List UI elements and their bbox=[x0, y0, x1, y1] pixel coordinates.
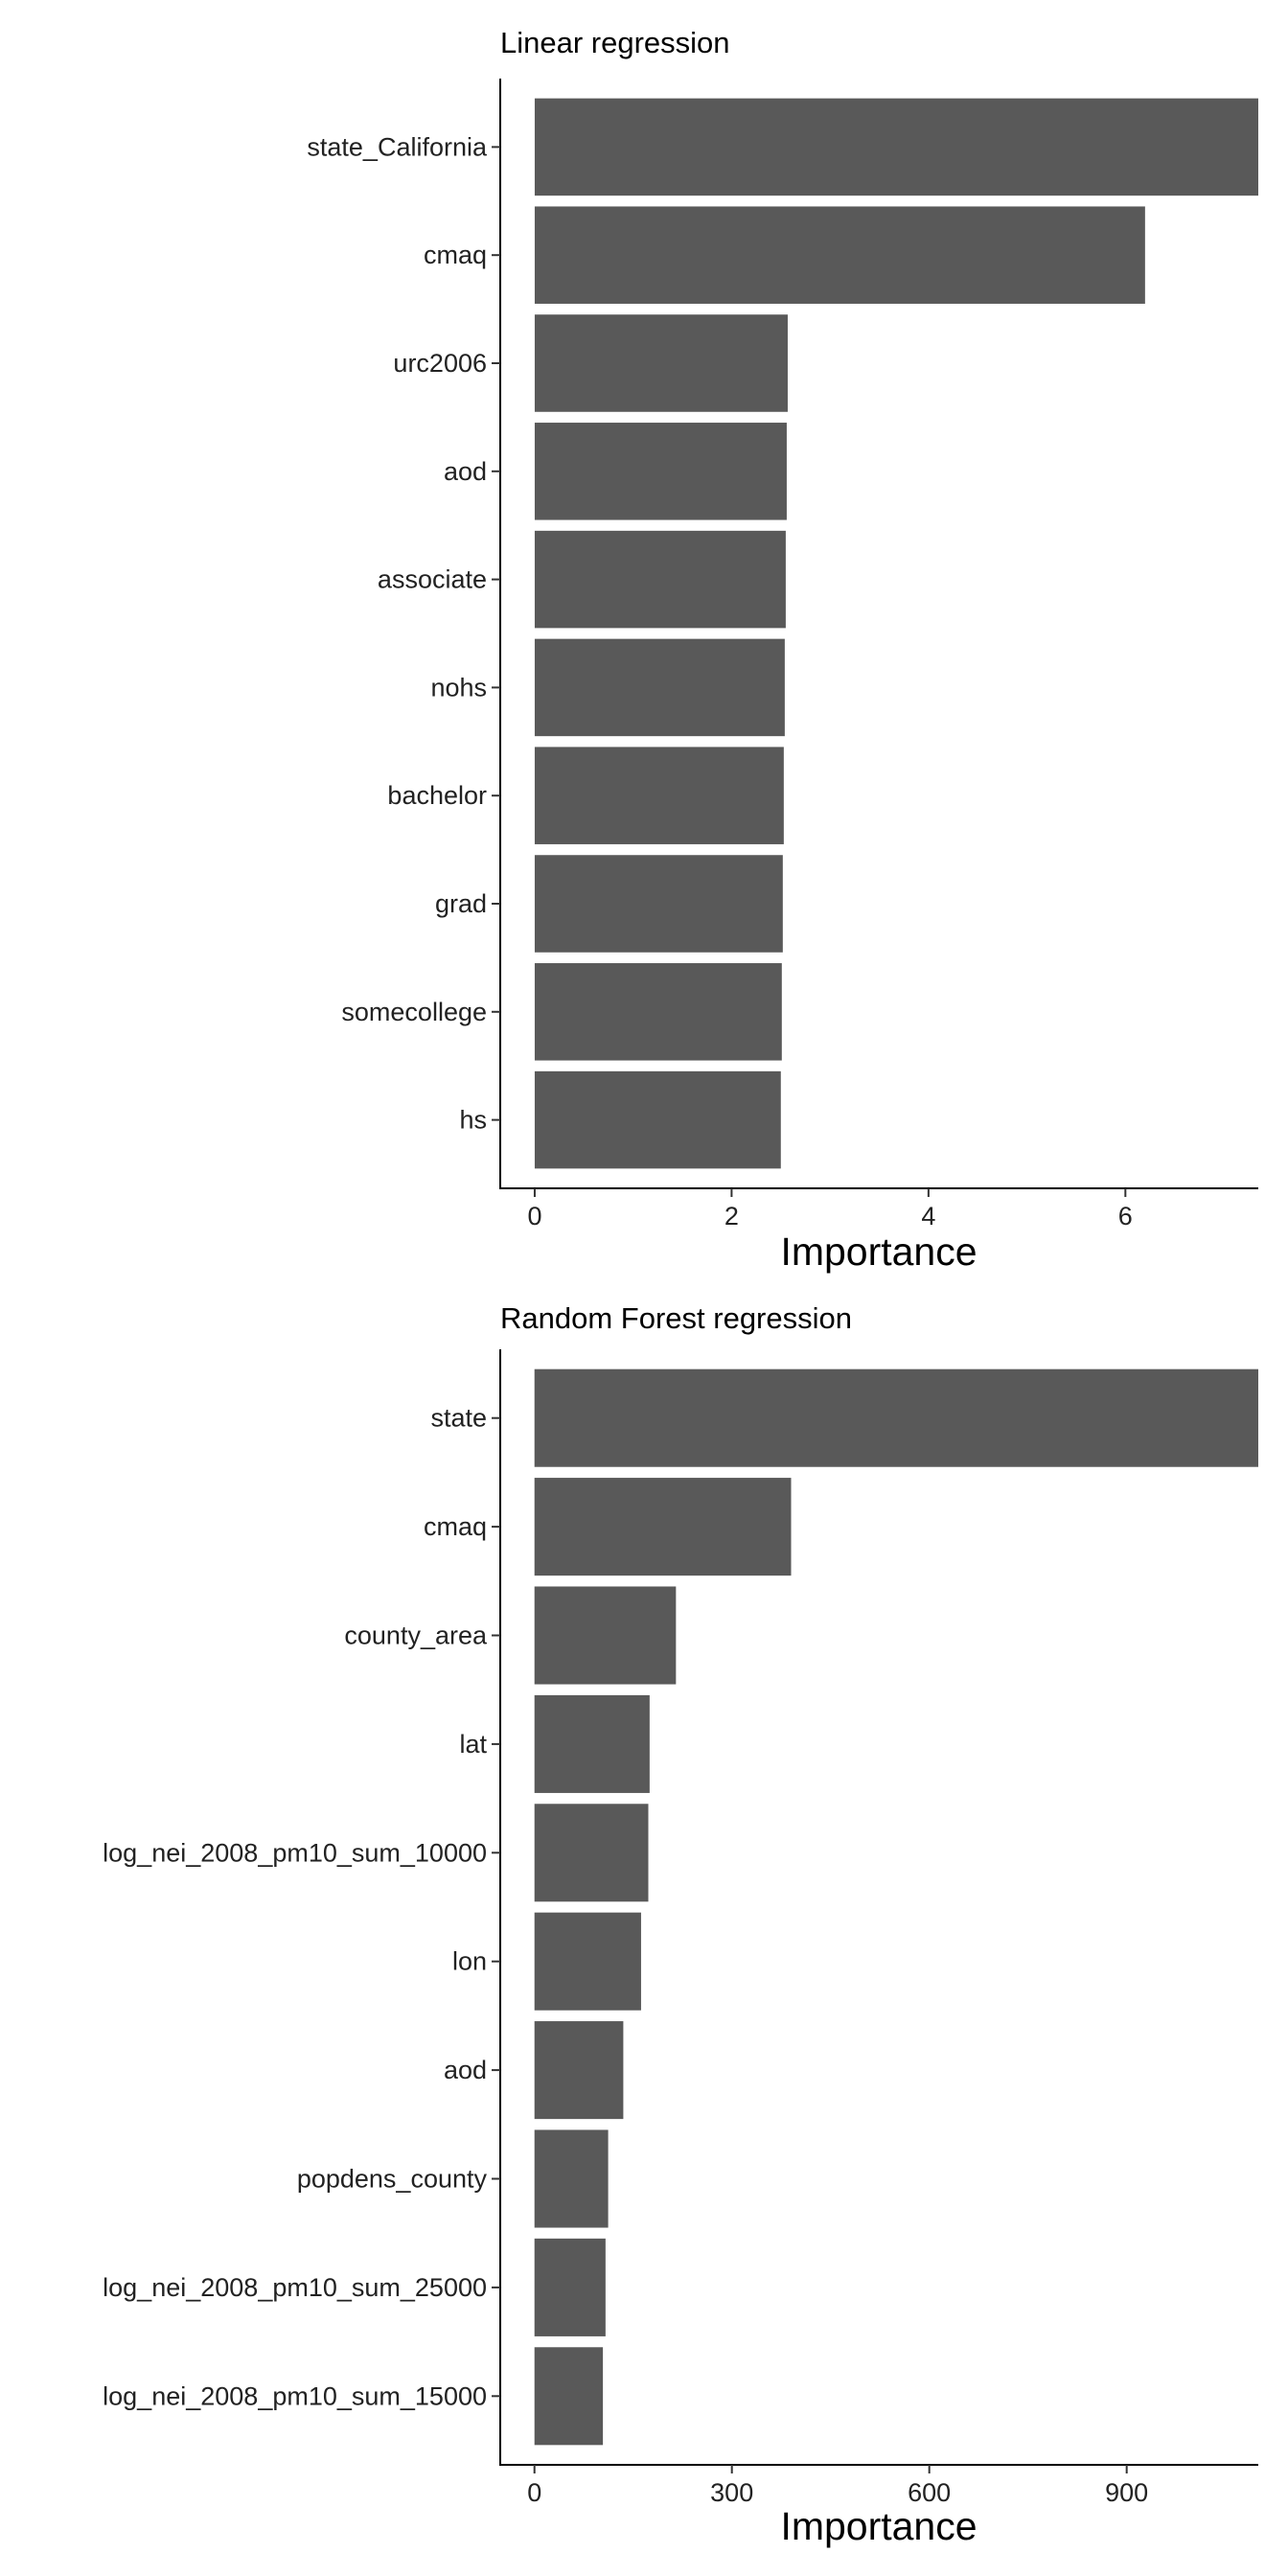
x-tick-label: 300 bbox=[710, 2478, 753, 2507]
bar-lon bbox=[534, 1912, 641, 2011]
category-label: county_area bbox=[344, 1622, 488, 1650]
bar-log_nei_2008_pm10_sum_25000 bbox=[534, 2238, 606, 2336]
category-label: lat bbox=[459, 1730, 487, 1759]
bars-group bbox=[534, 1368, 1258, 2446]
category-label: bachelor bbox=[387, 781, 487, 810]
bar-bachelor bbox=[534, 747, 784, 844]
x-tick-label: 900 bbox=[1105, 2478, 1148, 2507]
bar-urc2006 bbox=[534, 314, 788, 412]
x-tick-label: 4 bbox=[921, 1202, 935, 1230]
x-axis-label: Importance bbox=[780, 2504, 977, 2548]
bar-grad bbox=[534, 855, 783, 953]
bar-state_California bbox=[534, 98, 1258, 196]
random-forest-panel: Random Forest regression state cmaq county… bbox=[103, 1301, 1258, 2548]
bar-hs bbox=[534, 1070, 781, 1169]
category-label: state_California bbox=[307, 132, 488, 161]
category-label: urc2006 bbox=[393, 349, 487, 378]
x-tick-label: 600 bbox=[908, 2478, 951, 2507]
chart-title: Linear regression bbox=[500, 26, 730, 59]
category-label: log_nei_2008_pm10_sum_25000 bbox=[103, 2273, 487, 2302]
x-tick-label: 0 bbox=[527, 2478, 541, 2507]
x-axis-label: Importance bbox=[780, 1230, 977, 1274]
x-tick-label: 0 bbox=[527, 1202, 541, 1230]
bar-cmaq bbox=[534, 206, 1145, 304]
category-label: log_nei_2008_pm10_sum_10000 bbox=[103, 1838, 487, 1867]
category-label: popdens_county bbox=[297, 2165, 488, 2194]
category-label: somecollege bbox=[341, 998, 487, 1026]
chart-title: Random Forest regression bbox=[500, 1301, 852, 1335]
category-label: aod bbox=[444, 457, 487, 486]
x-ticks-group: 0 2 4 6 bbox=[527, 1188, 1133, 1230]
bar-log_nei_2008_pm10_sum_15000 bbox=[534, 2347, 604, 2446]
bar-somecollege bbox=[534, 963, 782, 1061]
x-tick-label: 6 bbox=[1118, 1202, 1133, 1230]
bar-state bbox=[534, 1368, 1258, 1467]
bar-log_nei_2008_pm10_sum_10000 bbox=[534, 1804, 649, 1902]
x-ticks-group: 0 300 600 900 bbox=[527, 2465, 1148, 2507]
bar-popdens_county bbox=[534, 2129, 609, 2228]
category-label: log_nei_2008_pm10_sum_15000 bbox=[103, 2381, 487, 2410]
bar-county_area bbox=[534, 1586, 677, 1685]
category-label: lon bbox=[452, 1947, 487, 1976]
bar-aod bbox=[534, 2021, 624, 2120]
bar-lat bbox=[534, 1694, 650, 1793]
category-label: aod bbox=[444, 2056, 487, 2084]
category-label: state bbox=[430, 1404, 487, 1433]
category-label: hs bbox=[459, 1106, 487, 1135]
bars-group bbox=[534, 98, 1258, 1169]
category-label: nohs bbox=[430, 673, 487, 702]
bar-nohs bbox=[534, 638, 785, 737]
x-tick-label: 2 bbox=[724, 1202, 739, 1230]
bar-aod bbox=[534, 423, 787, 520]
bar-associate bbox=[534, 530, 786, 629]
category-label: associate bbox=[378, 565, 487, 594]
category-label: cmaq bbox=[424, 1512, 487, 1541]
category-label: cmaq bbox=[424, 241, 487, 269]
bar-cmaq bbox=[534, 1478, 792, 1576]
category-label: grad bbox=[435, 889, 487, 918]
